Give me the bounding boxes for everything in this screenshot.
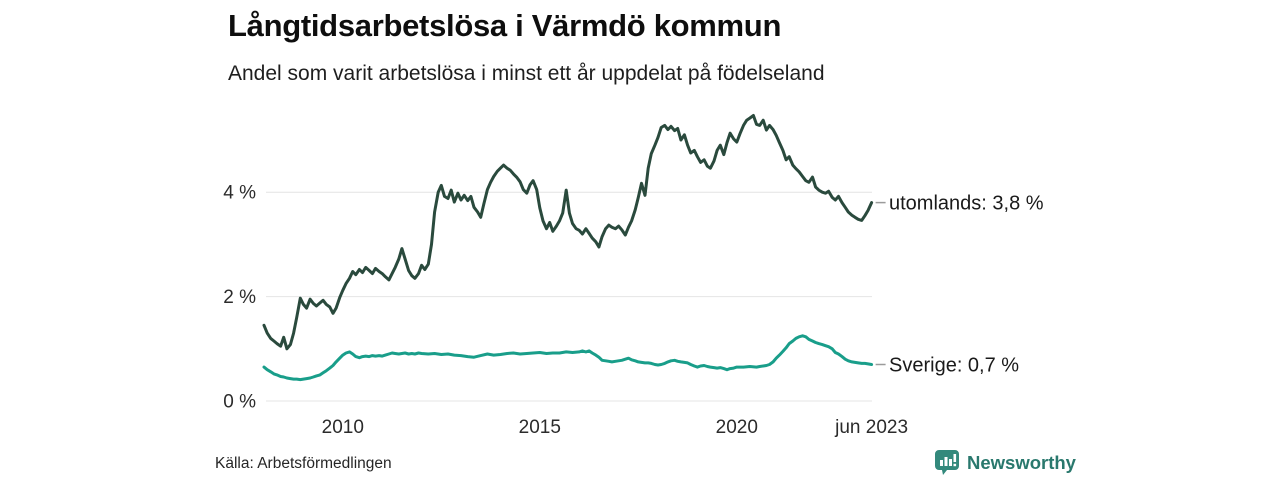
newsworthy-bar-chart-bubble-icon (934, 449, 960, 476)
series-end-label-sverige: Sverige: 0,7 % (889, 355, 1019, 377)
series-end-label-utomlands: utomlands: 3,8 % (889, 193, 1044, 215)
page-title: Långtidsarbetslösa i Värmdö kommun (228, 8, 782, 43)
series-line-utomlands (262, 114, 874, 351)
y-axis-tick-label: 2 % (223, 287, 256, 308)
y-axis-tick-label: 4 % (223, 183, 256, 204)
source-note: Källa: Arbetsförmedlingen (215, 455, 392, 472)
x-axis-tick-label: 2015 (519, 417, 561, 438)
brand-logo: Newsworthy (934, 449, 1076, 476)
brand-name: Newsworthy (967, 451, 1076, 473)
page-subtitle: Andel som varit arbetslösa i minst ett å… (228, 62, 825, 85)
x-axis-tick-label: jun 2023 (834, 417, 908, 438)
y-axis-tick-label: 0 % (223, 392, 256, 413)
x-axis-tick-label: 2020 (716, 417, 758, 438)
x-axis-tick-label: 2010 (322, 417, 364, 438)
series-line-sverige (262, 334, 874, 382)
